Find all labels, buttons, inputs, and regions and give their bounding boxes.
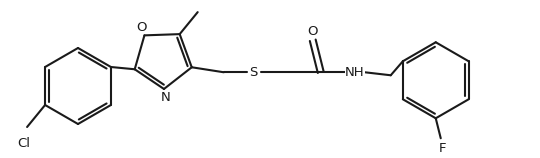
- Text: Cl: Cl: [18, 137, 31, 150]
- Text: F: F: [439, 142, 447, 155]
- Text: S: S: [249, 66, 258, 79]
- Text: N: N: [161, 91, 171, 104]
- Text: O: O: [136, 21, 147, 34]
- Text: O: O: [307, 25, 318, 38]
- Text: NH: NH: [345, 66, 364, 79]
